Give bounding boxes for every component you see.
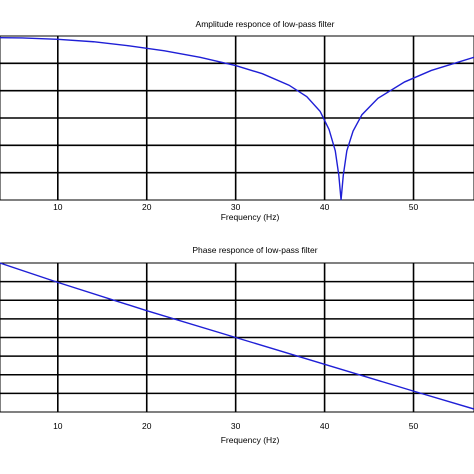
x-tick-label: 40: [320, 202, 330, 212]
x-tick-label: 40: [320, 421, 330, 431]
phase-x-ticks: 10 20 30 40 50: [53, 421, 418, 431]
x-tick-label: 20: [142, 202, 152, 212]
phase-x-axis-label: Frequency (Hz): [221, 435, 280, 445]
amplitude-x-axis-label: Frequency (Hz): [221, 212, 280, 222]
x-tick-label: 50: [409, 202, 419, 212]
amplitude-x-ticks: 10 20 30 40 50: [53, 202, 418, 212]
amplitude-plot: Amplitude responce of low-pass filter 10…: [0, 19, 474, 222]
x-tick-label: 10: [53, 202, 63, 212]
phase-plot-frame: [0, 262, 474, 413]
phase-plot: Phase responce of low-pass filter 10 20 30…: [0, 245, 474, 445]
x-tick-label: 50: [409, 421, 419, 431]
x-tick-label: 20: [142, 421, 152, 431]
x-tick-label: 30: [231, 421, 241, 431]
phase-plot-title: Phase responce of low-pass filter: [192, 245, 317, 255]
x-tick-label: 10: [53, 421, 63, 431]
phase-grid: [0, 263, 474, 412]
amplitude-plot-frame: [0, 35, 474, 201]
amplitude-grid: [0, 36, 474, 200]
amplitude-series-line: [0, 36, 474, 201]
amplitude-plot-title: Amplitude responce of low-pass filter: [196, 19, 335, 29]
x-tick-label: 30: [231, 202, 241, 212]
phase-series-line: [0, 262, 474, 410]
